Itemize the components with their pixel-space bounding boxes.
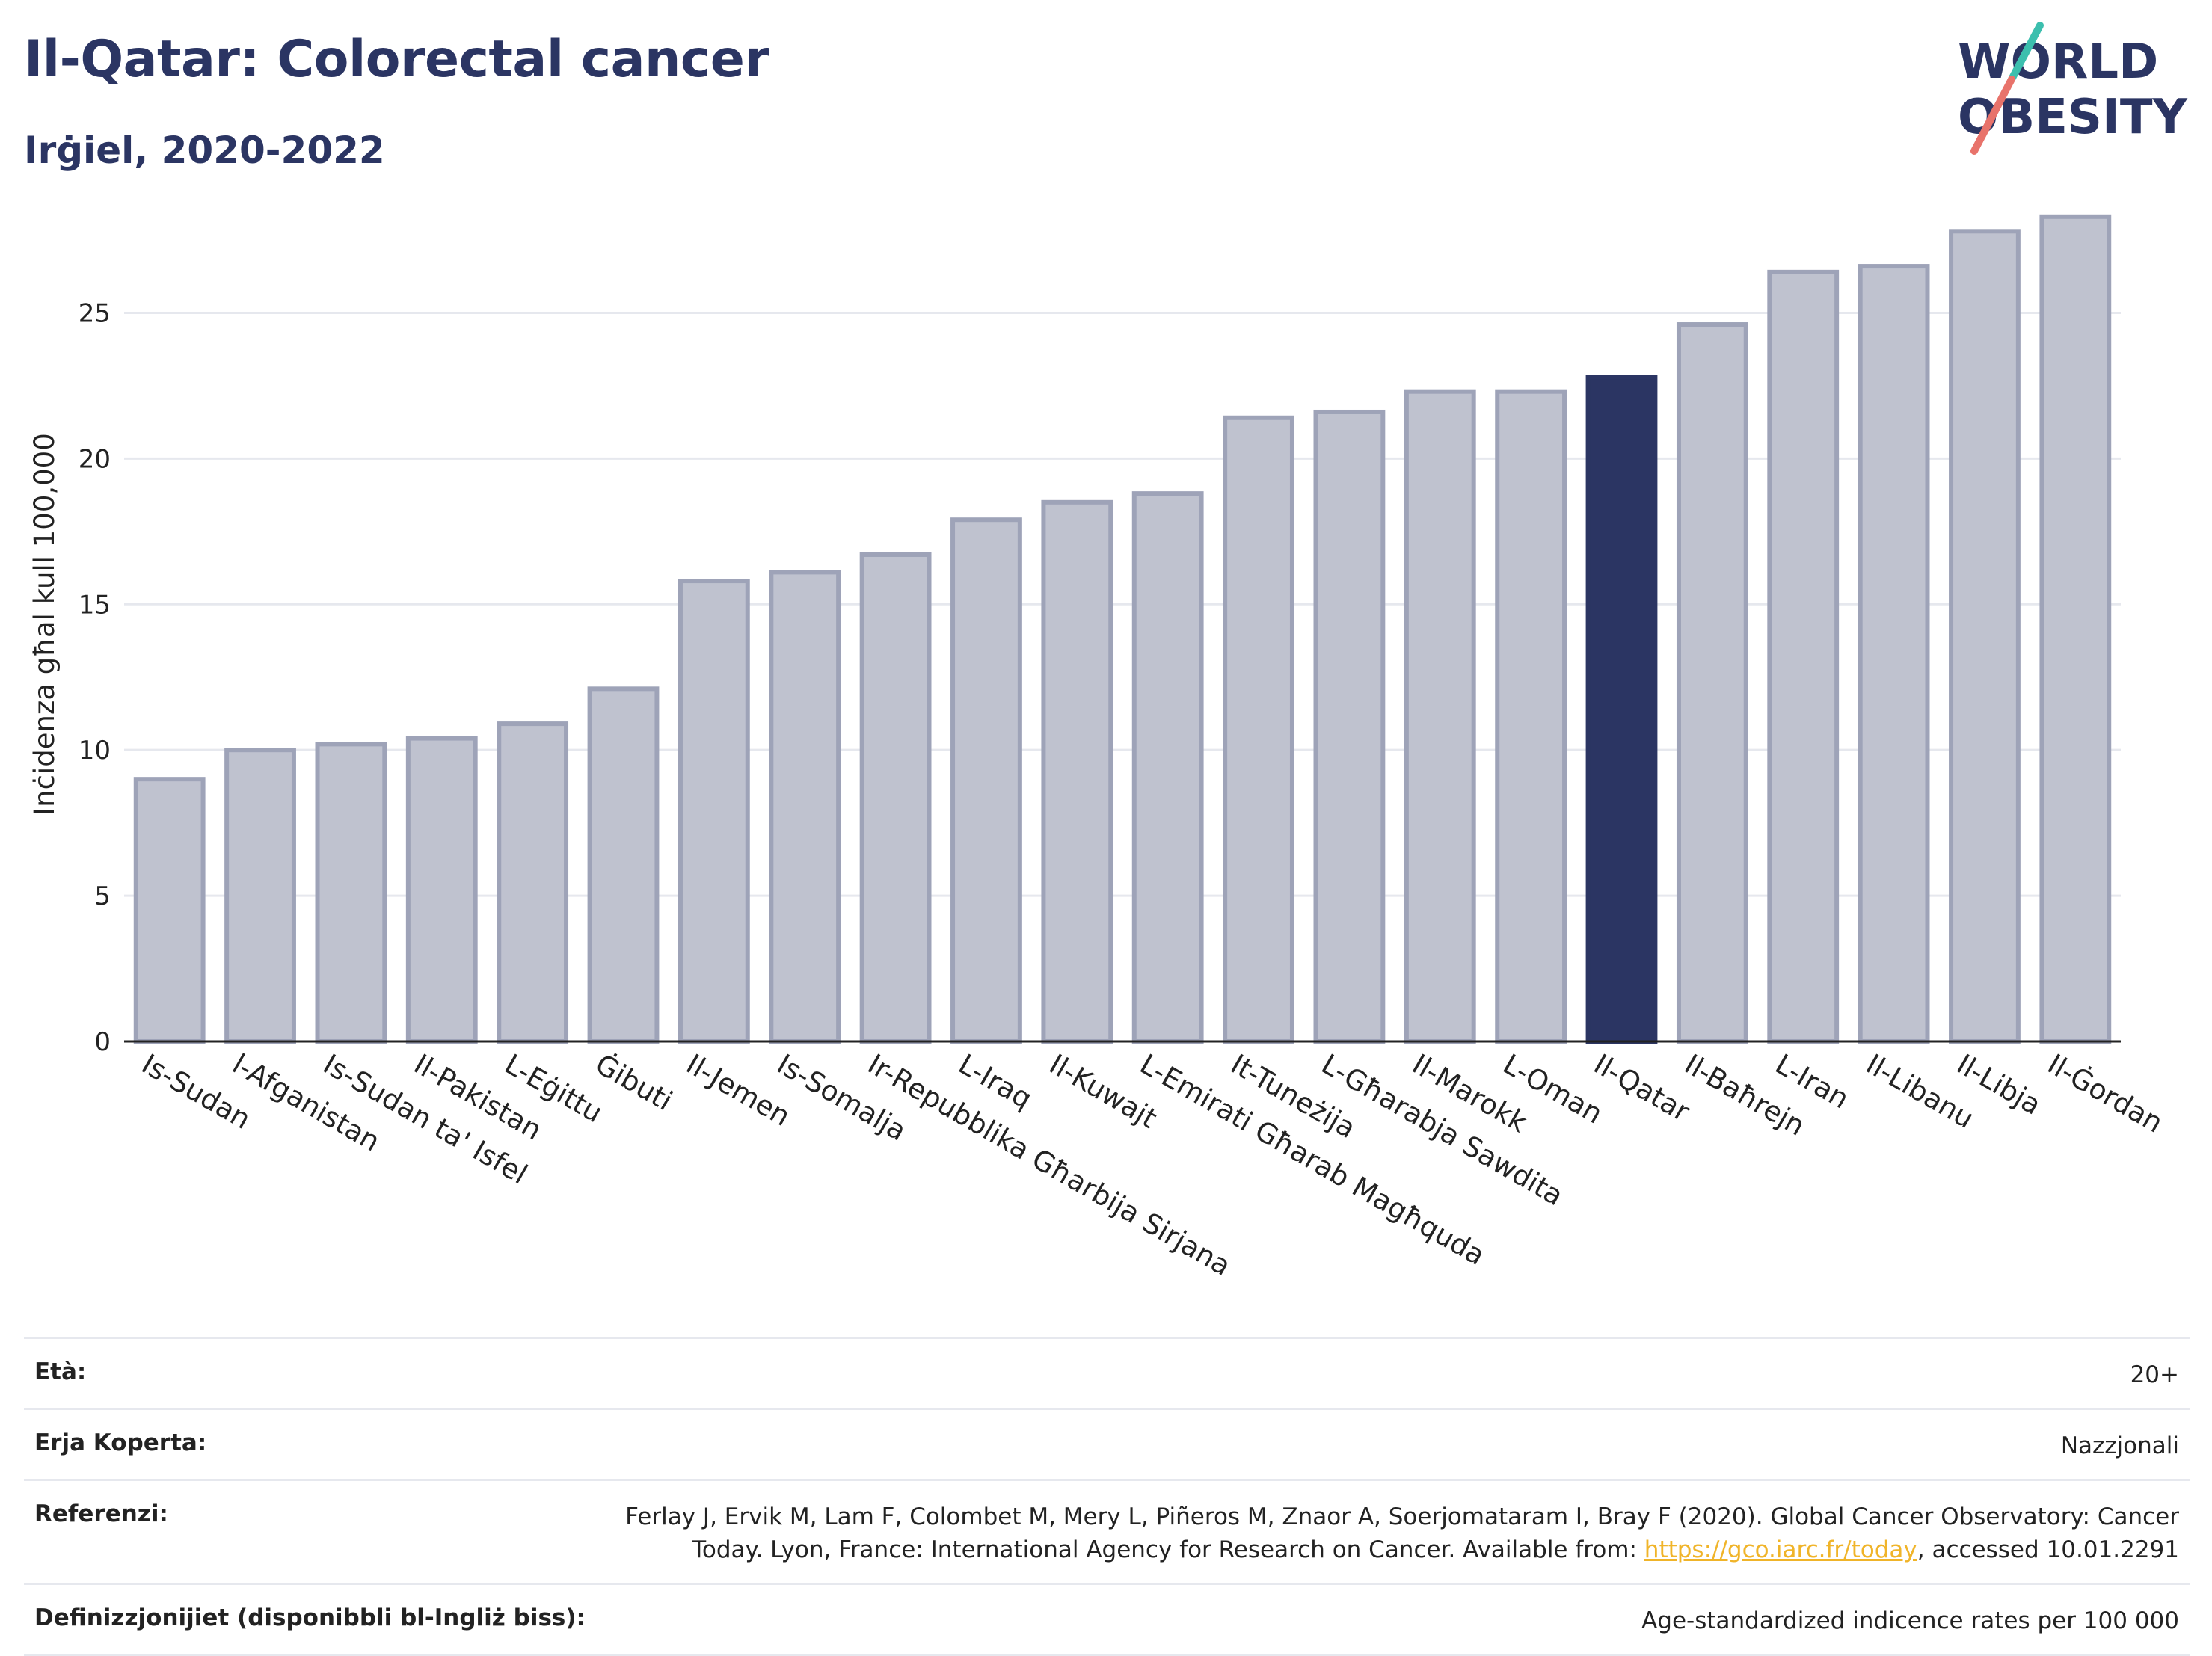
info-value-age: 20+ <box>2130 1361 2179 1388</box>
bar <box>224 748 296 1044</box>
bar <box>1131 491 1204 1044</box>
info-table: Età: 20+ Erja Koperta: Nazzjonali Refere… <box>24 1337 2190 1656</box>
bar <box>1404 389 1476 1044</box>
x-tick-label: Il-Qatar <box>1588 1048 1696 1129</box>
logo-line2: OBESITY <box>1958 90 2187 145</box>
y-tick-label: 15 <box>79 590 111 620</box>
reference-line1: Ferlay J, Ervik M, Lam F, Colombet M, Me… <box>625 1503 2179 1530</box>
y-tick-label: 10 <box>79 736 111 766</box>
x-tick-label: Il-Ġordan <box>2042 1048 2169 1139</box>
chart-title: Il-Qatar: Colorectal cancer <box>24 30 769 89</box>
bar <box>1676 322 1748 1044</box>
logo-line1: WORLD <box>1958 34 2158 90</box>
info-row-age: Età: 20+ <box>24 1337 2190 1408</box>
info-label-age: Età: <box>34 1358 87 1385</box>
bar <box>1495 389 1567 1044</box>
bar <box>769 570 841 1044</box>
info-value-area: Nazzjonali <box>2060 1432 2179 1459</box>
bars <box>133 214 2112 1044</box>
y-tick-label: 20 <box>79 444 111 474</box>
bar <box>1949 229 2021 1044</box>
bar <box>133 777 206 1044</box>
y-tick-label: 0 <box>94 1027 111 1057</box>
x-tick-label: Il-Jemen <box>681 1048 796 1133</box>
info-row-references: Referenzi: Ferlay J, Ervik M, Lam F, Col… <box>24 1479 2190 1583</box>
info-label-references: Referenzi: <box>34 1500 168 1527</box>
bar <box>859 552 932 1044</box>
bar <box>1858 264 1930 1044</box>
reference-link[interactable]: https://gco.iarc.fr/today <box>1644 1536 1917 1563</box>
y-tick-label: 5 <box>94 881 111 911</box>
logo-slash-coral <box>1970 76 2015 155</box>
world-obesity-logo: WORLD OBESITY <box>1958 22 2187 155</box>
info-value-references: Ferlay J, Ervik M, Lam F, Colombet M, Me… <box>625 1500 2179 1566</box>
logo-slash-teal <box>2008 22 2044 83</box>
bar <box>1223 415 1294 1044</box>
bar <box>587 686 660 1044</box>
reference-line2-post: , accessed 10.01.2291 <box>1917 1536 2179 1563</box>
bar <box>950 517 1022 1044</box>
chart-subtitle: Irġiel, 2020-2022 <box>24 129 385 172</box>
info-value-definitions: Age-standardized indicence rates per 100… <box>1641 1607 2179 1634</box>
info-row-area: Erja Koperta: Nazzjonali <box>24 1408 2190 1479</box>
bar <box>678 579 750 1044</box>
bar <box>2039 214 2112 1044</box>
info-row-definitions: Definizzjonijiet (disponibbli bl-Ingliż … <box>24 1583 2190 1656</box>
info-label-area: Erja Koperta: <box>34 1429 207 1456</box>
bar <box>315 742 387 1044</box>
y-tick-label: 25 <box>79 298 111 328</box>
y-axis-label: Inċidenza għal kull 100,000 <box>28 433 61 816</box>
reference-line2-pre: Today. Lyon, France: International Agenc… <box>692 1536 1644 1563</box>
bar <box>1585 375 1658 1044</box>
bar <box>1041 499 1113 1044</box>
info-label-definitions: Definizzjonijiet (disponibbli bl-Ingliż … <box>34 1604 586 1631</box>
bar <box>1313 409 1386 1044</box>
bar <box>1767 269 1840 1044</box>
bar <box>405 736 478 1044</box>
bar <box>497 721 569 1044</box>
